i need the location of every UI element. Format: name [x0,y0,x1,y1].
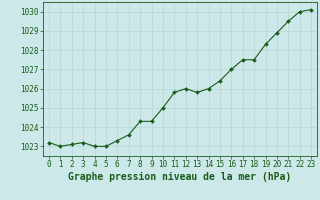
X-axis label: Graphe pression niveau de la mer (hPa): Graphe pression niveau de la mer (hPa) [68,172,292,182]
